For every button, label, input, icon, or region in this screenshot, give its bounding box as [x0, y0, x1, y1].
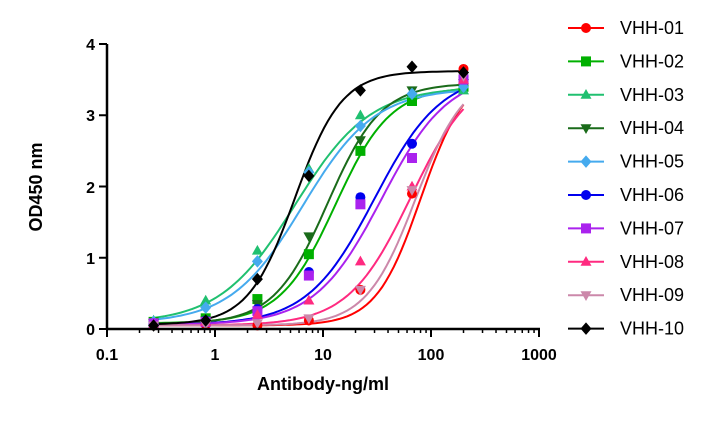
legend-label: VHH-04: [620, 118, 684, 138]
legend-marker: [581, 223, 591, 234]
x-tick-label: 1000: [521, 347, 557, 364]
x-tick-label: 0.1: [96, 347, 118, 364]
y-tick-label: 1: [86, 251, 95, 268]
legend-marker: [580, 155, 592, 168]
y-tick-label: 3: [86, 108, 95, 125]
data-point: [354, 285, 366, 296]
legend-marker: [581, 23, 591, 33]
legend: VHH-01 VHH-02 VHH-03 VHH-04 VHH-05 VHH-06 VHH-…: [568, 18, 684, 339]
legend-marker: [580, 256, 592, 266]
data-point: [354, 109, 366, 120]
fit-curve-vhh-03: [153, 88, 464, 319]
data-point: [200, 294, 212, 305]
data-point: [251, 244, 263, 255]
legend-marker: [580, 124, 592, 134]
legend-label: VHH-05: [620, 152, 684, 172]
x-axis-title: Antibody-ng/ml: [257, 374, 389, 394]
y-tick-label: 0: [86, 322, 95, 339]
data-point: [303, 232, 315, 243]
legend-item: VHH-02: [568, 51, 684, 71]
data-point: [251, 255, 263, 268]
data-point: [458, 66, 470, 79]
legend-label: VHH-10: [620, 319, 684, 339]
legend-marker: [580, 89, 592, 99]
legend-item: VHH-08: [568, 252, 684, 272]
y-axis-title: OD450 nm: [26, 142, 46, 231]
data-point: [251, 309, 263, 319]
y-tick-label: 2: [86, 180, 95, 197]
fit-curves: [153, 70, 465, 327]
legend-label: VHH-03: [620, 85, 684, 105]
data-point: [406, 87, 418, 101]
legend-item: VHH-04: [568, 118, 684, 138]
legend-marker: [581, 56, 591, 67]
legend-label: VHH-02: [620, 51, 684, 71]
data-point: [354, 119, 366, 133]
data-point: [406, 60, 418, 74]
data-point: [407, 138, 418, 149]
axis-ticks: [99, 43, 540, 337]
data-point: [303, 270, 314, 281]
x-tick-label: 1: [211, 347, 220, 364]
data-point: [303, 314, 315, 325]
data-point: [355, 145, 366, 156]
legend-marker: [581, 190, 591, 200]
x-tick-label: 10: [314, 347, 332, 364]
data-points: [148, 60, 470, 332]
legend-item: VHH-09: [568, 285, 684, 305]
legend-item: VHH-01: [568, 18, 684, 38]
y-tick-label: 4: [86, 37, 95, 54]
legend-label: VHH-08: [620, 252, 684, 272]
legend-label: VHH-01: [620, 18, 684, 38]
fit-curve-vhh-04: [153, 83, 464, 325]
data-point: [251, 319, 263, 330]
data-point: [200, 301, 212, 314]
data-point: [407, 153, 418, 163]
data-point: [354, 84, 366, 97]
legend-label: VHH-09: [620, 285, 684, 305]
data-point: [200, 314, 212, 327]
fit-curve-vhh-05: [153, 89, 464, 321]
data-point: [354, 136, 366, 146]
data-point: [303, 249, 314, 260]
legend-item: VHH-07: [568, 218, 684, 238]
legend-marker: [580, 322, 592, 335]
data-point: [355, 199, 366, 210]
data-point: [303, 294, 315, 305]
legend-item: VHH-06: [568, 185, 684, 205]
data-point: [406, 186, 418, 196]
legend-item: VHH-10: [568, 319, 684, 339]
legend-item: VHH-03: [568, 85, 684, 105]
legend-marker: [580, 291, 592, 301]
data-point: [252, 294, 263, 305]
legend-label: VHH-06: [620, 185, 684, 205]
legend-item: VHH-05: [568, 152, 684, 172]
x-tick-label: 100: [418, 347, 445, 364]
data-point: [354, 255, 366, 266]
legend-label: VHH-07: [620, 218, 684, 238]
data-point: [303, 169, 315, 183]
data-point: [407, 96, 418, 106]
data-point: [251, 272, 263, 286]
